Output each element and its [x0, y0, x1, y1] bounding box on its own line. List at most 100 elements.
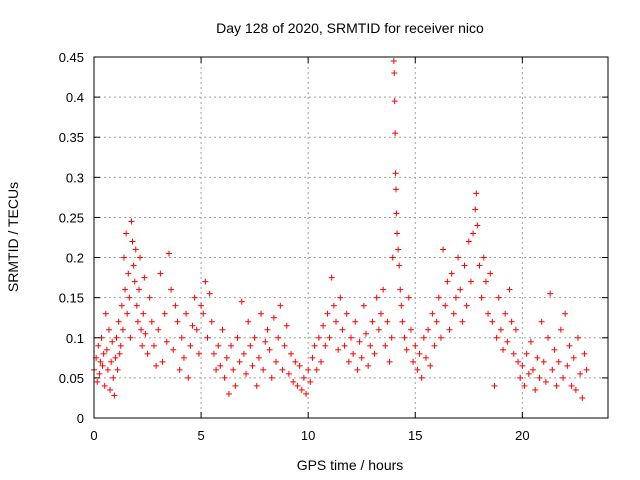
data-point [478, 294, 485, 301]
data-point [382, 342, 389, 349]
data-point [210, 350, 217, 357]
data-point [324, 310, 331, 317]
data-point [236, 358, 243, 365]
data-point [422, 354, 429, 361]
y-tick-label: 0.25 [59, 210, 84, 225]
data-point [127, 334, 134, 341]
data-point [393, 210, 400, 217]
data-point [570, 354, 577, 361]
data-point [183, 310, 190, 317]
data-point [362, 330, 369, 337]
data-point [448, 270, 455, 277]
data-point [326, 334, 333, 341]
points-layer [91, 58, 590, 401]
data-point [391, 98, 398, 105]
x-tick-label: 5 [197, 428, 204, 443]
data-point [108, 358, 115, 365]
data-point [517, 374, 524, 381]
data-point [457, 286, 464, 293]
y-axis-label: SRMTID / TECUs [5, 182, 21, 292]
data-point [572, 386, 579, 393]
data-point [290, 378, 297, 385]
data-point [564, 362, 571, 369]
data-point [530, 366, 537, 373]
data-point [105, 326, 112, 333]
data-point [100, 350, 107, 357]
data-point [568, 382, 575, 389]
data-point [163, 338, 170, 345]
data-point [281, 342, 288, 349]
data-point [414, 366, 421, 373]
data-point [120, 254, 127, 261]
data-point [268, 374, 275, 381]
data-point [386, 358, 393, 365]
data-point [390, 58, 397, 65]
data-point [551, 346, 558, 353]
y-tick-label: 0.3 [66, 170, 84, 185]
data-point [389, 254, 396, 261]
data-point [202, 278, 209, 285]
data-point [333, 318, 340, 325]
data-point [128, 218, 135, 225]
data-point [487, 270, 494, 277]
data-point [525, 370, 532, 377]
data-point [144, 350, 151, 357]
data-point [504, 338, 511, 345]
data-point [198, 302, 205, 309]
data-point [111, 392, 118, 399]
data-point [117, 342, 124, 349]
data-point [264, 326, 271, 333]
data-point [470, 230, 477, 237]
data-point [101, 382, 108, 389]
data-point [109, 338, 116, 345]
data-point [560, 374, 567, 381]
data-point [277, 302, 284, 309]
data-point [95, 342, 102, 349]
tick-labels-layer: 0 0.05 0.1 0.15 0.2 0.25 0.3 0.35 0.4 0.45 0 5 10 15 2… [59, 50, 530, 443]
data-point [320, 322, 327, 329]
data-point [315, 334, 322, 341]
data-point [354, 366, 361, 373]
data-point [104, 366, 111, 373]
data-point [330, 302, 337, 309]
x-tick-label: 10 [301, 428, 315, 443]
data-point [170, 346, 177, 353]
data-point [536, 374, 543, 381]
data-point [497, 326, 504, 333]
data-point [313, 366, 320, 373]
data-point [339, 326, 346, 333]
data-point [540, 358, 547, 365]
data-point [292, 358, 299, 365]
data-point [463, 302, 470, 309]
data-point [450, 310, 457, 317]
data-point [157, 270, 164, 277]
data-point [549, 366, 556, 373]
y-tick-label: 0.05 [59, 371, 84, 386]
data-point [161, 310, 168, 317]
data-point [142, 330, 149, 337]
data-point [369, 318, 376, 325]
data-point [238, 298, 245, 305]
data-point [112, 354, 119, 361]
y-tick-label: 0 [77, 411, 84, 426]
data-point [519, 362, 526, 369]
data-point [116, 350, 123, 357]
data-point [583, 366, 590, 373]
data-point [146, 294, 153, 301]
data-point [215, 342, 222, 349]
data-point [395, 246, 402, 253]
y-tick-label: 0.15 [59, 291, 84, 306]
data-point [253, 382, 260, 389]
data-point [562, 310, 569, 317]
data-point [187, 342, 194, 349]
data-point [577, 370, 584, 377]
data-point [213, 366, 220, 373]
data-point [348, 334, 354, 341]
data-point [512, 326, 519, 333]
data-point [288, 350, 295, 357]
x-tick-label: 0 [90, 428, 97, 443]
data-point [245, 318, 252, 325]
data-point [371, 350, 378, 357]
data-point [318, 358, 325, 365]
